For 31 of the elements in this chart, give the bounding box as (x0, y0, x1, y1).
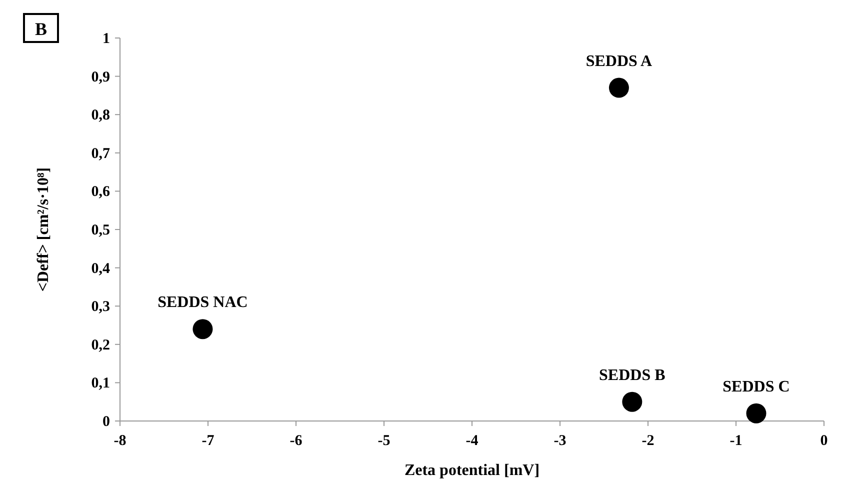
x-tick-label: -6 (290, 433, 303, 449)
y-tick-label: 0,6 (91, 184, 110, 200)
x-axis-title: Zeta potential [mV] (404, 462, 540, 479)
y-tick-label: 0,3 (91, 299, 110, 316)
x-tick-label: -3 (554, 433, 566, 449)
y-tick-label: 0,9 (91, 69, 110, 86)
annotation: SEDDS NAC (158, 294, 248, 312)
x-tick-label: -8 (114, 433, 126, 449)
x-tick-label: -1 (730, 433, 742, 449)
point (608, 78, 629, 98)
annotation: SEDDS C (722, 378, 790, 396)
y-tick-label: 0,4 (91, 260, 110, 277)
y-tick-label: 0,8 (91, 108, 110, 124)
y-tick-label: 0,2 (91, 337, 110, 354)
y-tick-label: 0,1 (91, 376, 110, 392)
annotation: SEDDS A (586, 52, 653, 70)
annotation: SEDDS B (599, 366, 666, 384)
point (746, 403, 766, 424)
y-tick-label: 1 (102, 31, 110, 47)
x-tick-label: -5 (378, 433, 390, 449)
y-tick-label: 0,7 (91, 146, 110, 162)
x-tick-label: -2 (642, 433, 654, 449)
y-tick-label: 0,5 (91, 222, 110, 238)
y-tick-label: 0 (102, 414, 110, 430)
point (622, 392, 642, 412)
x-tick-label: 0 (820, 433, 828, 449)
x-tick-label: -4 (466, 433, 479, 449)
point (192, 319, 213, 340)
y-axis-title: <Deff> [cm²/s·10⁸] (35, 167, 52, 292)
x-tick-label: -7 (202, 433, 215, 449)
text: B (34, 19, 48, 39)
